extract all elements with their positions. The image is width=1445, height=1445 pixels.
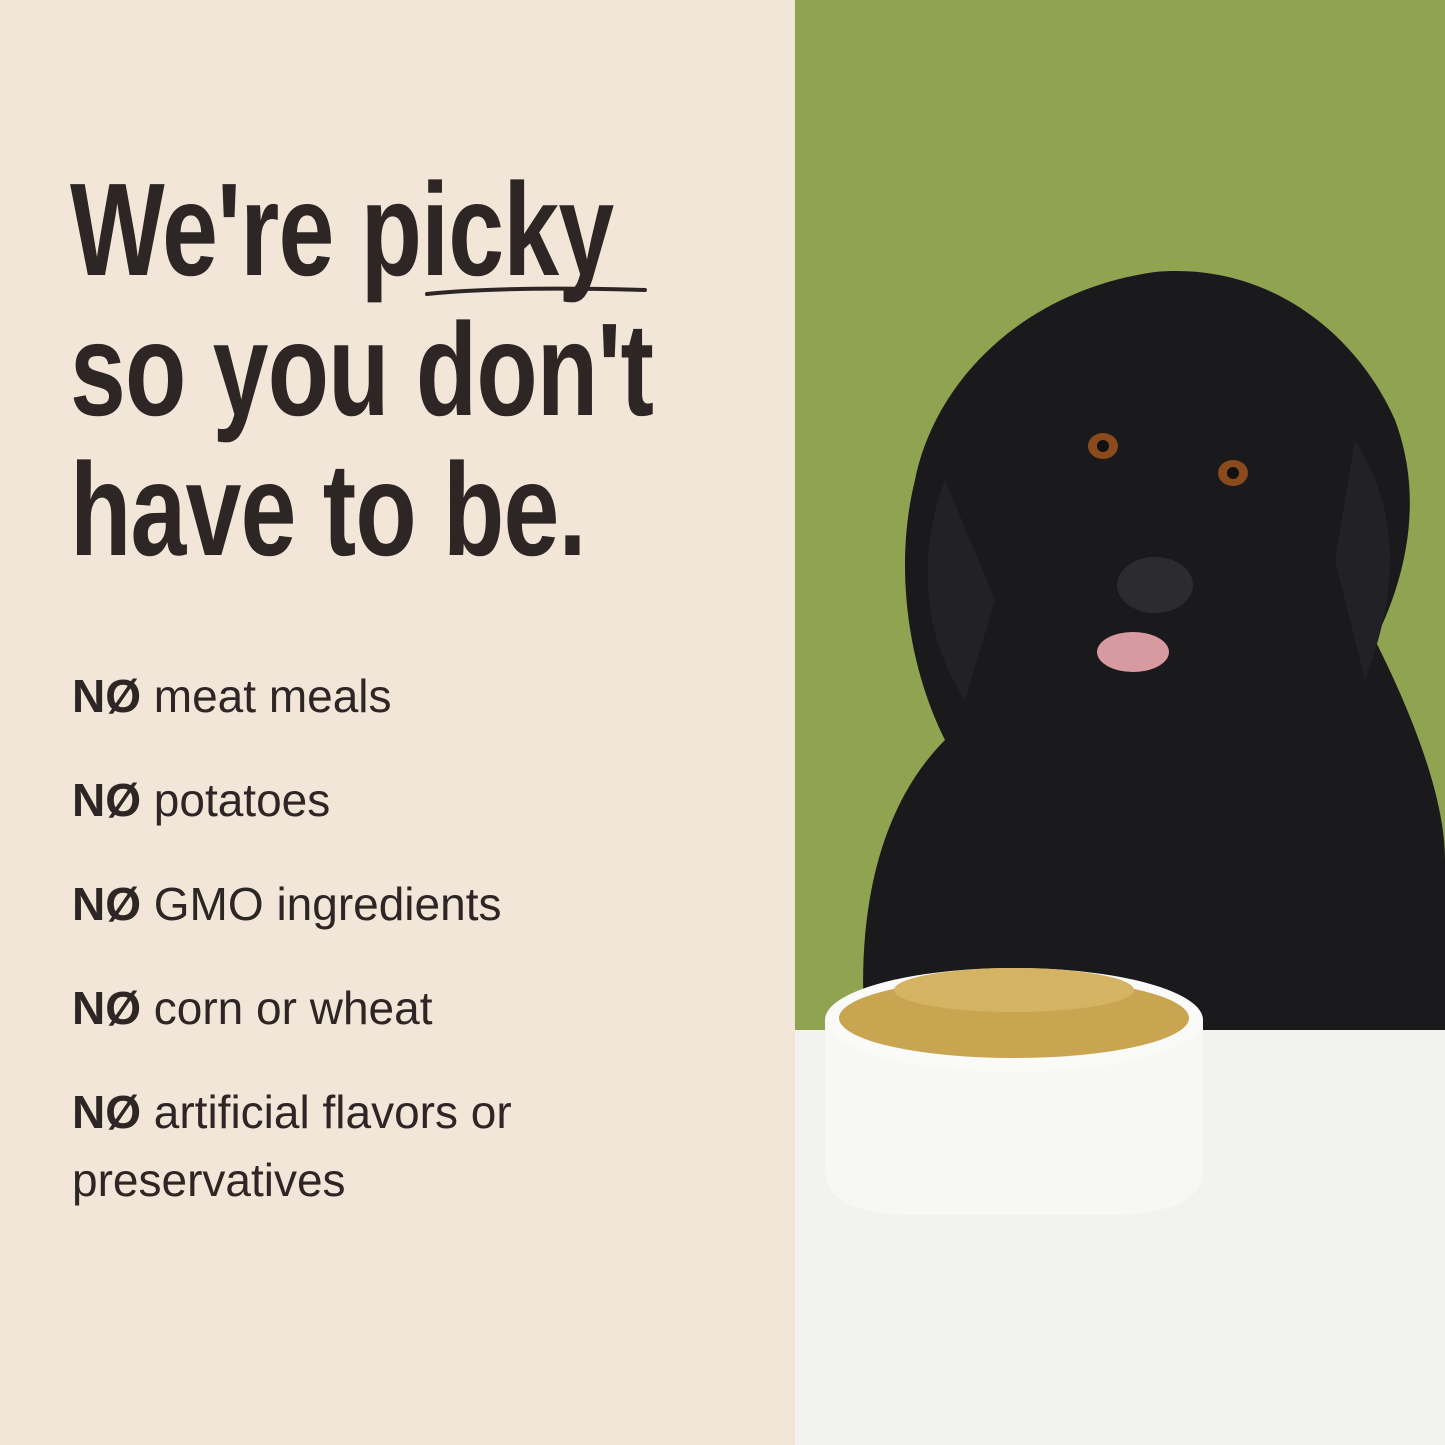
headline-emphasis: picky <box>360 156 614 303</box>
text-panel: We're picky so you don't have to be. NØ … <box>70 159 712 1250</box>
headline-line-2: so you don't <box>70 296 654 443</box>
item-text: GMO ingredients <box>153 878 502 930</box>
exclusion-list: NØ meat meals NØ potatoes NØ GMO ingredi… <box>72 662 712 1250</box>
no-label: NØ <box>72 1086 141 1138</box>
item-text: corn or wheat <box>153 982 433 1034</box>
headline: We're picky so you don't have to be. <box>70 160 837 580</box>
food-bowl <box>825 968 1203 1215</box>
headline-text: We're <box>70 156 361 303</box>
list-item: NØ meat meals <box>72 662 712 730</box>
item-text: potatoes <box>153 774 331 826</box>
no-label: NØ <box>72 878 141 930</box>
list-item: NØ corn or wheat <box>72 974 712 1042</box>
brush-underline <box>425 286 647 296</box>
list-item: NØ artificial flavors or preservatives <box>72 1078 712 1214</box>
headline-line-1: We're picky <box>70 160 653 300</box>
item-text: artificial flavors or preservatives <box>72 1086 512 1206</box>
no-label: NØ <box>72 774 141 826</box>
no-label: NØ <box>72 670 141 722</box>
dog-mouth <box>1097 632 1169 672</box>
list-item: NØ GMO ingredients <box>72 870 712 938</box>
no-label: NØ <box>72 982 141 1034</box>
item-text: meat meals <box>153 670 392 722</box>
dog <box>863 271 1445 1030</box>
dog-photo <box>795 0 1445 1445</box>
headline-line-3: have to be. <box>70 436 586 583</box>
list-item: NØ potatoes <box>72 766 712 834</box>
dog-nose <box>1117 557 1193 613</box>
